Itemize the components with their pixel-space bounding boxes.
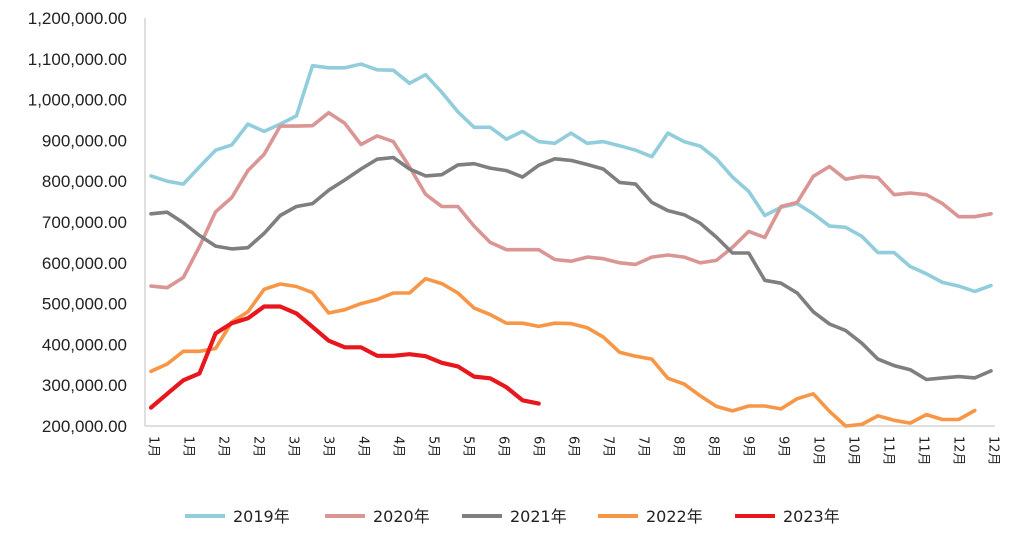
- y-tick-label: 1,100,000.00: [28, 50, 127, 69]
- y-tick-label: 500,000.00: [42, 295, 127, 314]
- x-tick-label: 6月: [566, 436, 581, 457]
- y-tick-label: 600,000.00: [42, 254, 127, 273]
- x-tick-label: 11月: [881, 436, 896, 466]
- y-tick-label: 200,000.00: [42, 417, 127, 436]
- x-tick-label: 2月: [251, 436, 266, 457]
- legend-item: 2022年: [598, 507, 703, 526]
- legend-item: 2019年: [185, 507, 290, 526]
- x-tick-label: 5月: [426, 436, 441, 457]
- x-tick-label: 9月: [741, 436, 756, 457]
- x-tick-label: 12月: [986, 436, 1001, 466]
- legend-label: 2022年: [646, 507, 703, 526]
- x-tick-label: 4月: [391, 436, 406, 457]
- series-line-2021年: [149, 155, 993, 382]
- x-tick-label: 2月: [216, 436, 231, 457]
- y-tick-label: 1,200,000.00: [28, 9, 127, 28]
- x-tick-label: 10月: [811, 436, 826, 466]
- x-tick-label: 1月: [146, 436, 161, 457]
- y-tick-label: 900,000.00: [42, 131, 127, 150]
- y-axis: 200,000.00 300,000.00 400,000.00 500,000.00…: [28, 9, 146, 436]
- legend-label: 2020年: [373, 507, 430, 526]
- legend-item: 2023年: [735, 507, 840, 526]
- y-tick-label: 1,000,000.00: [28, 91, 127, 110]
- legend: 2019年 2020年 2021年 2022年 2023年: [185, 507, 840, 526]
- legend-label: 2023年: [783, 507, 840, 526]
- x-tick-label: 11月: [916, 436, 931, 466]
- x-tick-label: 12月: [951, 436, 966, 466]
- x-tick-label: 3月: [321, 436, 336, 457]
- series-line-2020年: [149, 110, 993, 290]
- x-tick-label: 7月: [601, 436, 616, 457]
- series-line-2022年: [149, 276, 977, 428]
- y-tick-label: 700,000.00: [42, 213, 127, 232]
- x-axis: 1月 1月 2月 2月 3月 3月 4月 4月 5月 5月 6月 6月 6月 7月 7月 8月 8月 9月 9月 10…: [145, 425, 1001, 466]
- x-tick-label: 1月: [181, 436, 196, 457]
- y-tick-label: 400,000.00: [42, 335, 127, 354]
- series-line-2023年: [148, 304, 541, 410]
- x-tick-label: 3月: [286, 436, 301, 457]
- x-tick-label: 6月: [531, 436, 546, 457]
- legend-item: 2020年: [325, 507, 430, 526]
- series-line-2019年: [149, 62, 993, 294]
- x-tick-label: 7月: [636, 436, 651, 457]
- x-tick-label: 8月: [706, 436, 721, 457]
- x-tick-label: 10月: [846, 436, 861, 466]
- legend-label: 2019年: [233, 507, 290, 526]
- x-tick-label: 6月: [496, 436, 511, 457]
- series-lines: [148, 62, 993, 428]
- x-tick-label: 9月: [776, 436, 791, 457]
- y-tick-label: 300,000.00: [42, 376, 127, 395]
- x-tick-label: 8月: [671, 436, 686, 457]
- y-tick-label: 800,000.00: [42, 172, 127, 191]
- legend-label: 2021年: [510, 507, 567, 526]
- x-tick-label: 4月: [356, 436, 371, 457]
- legend-item: 2021年: [462, 507, 567, 526]
- x-tick-label: 5月: [461, 436, 476, 457]
